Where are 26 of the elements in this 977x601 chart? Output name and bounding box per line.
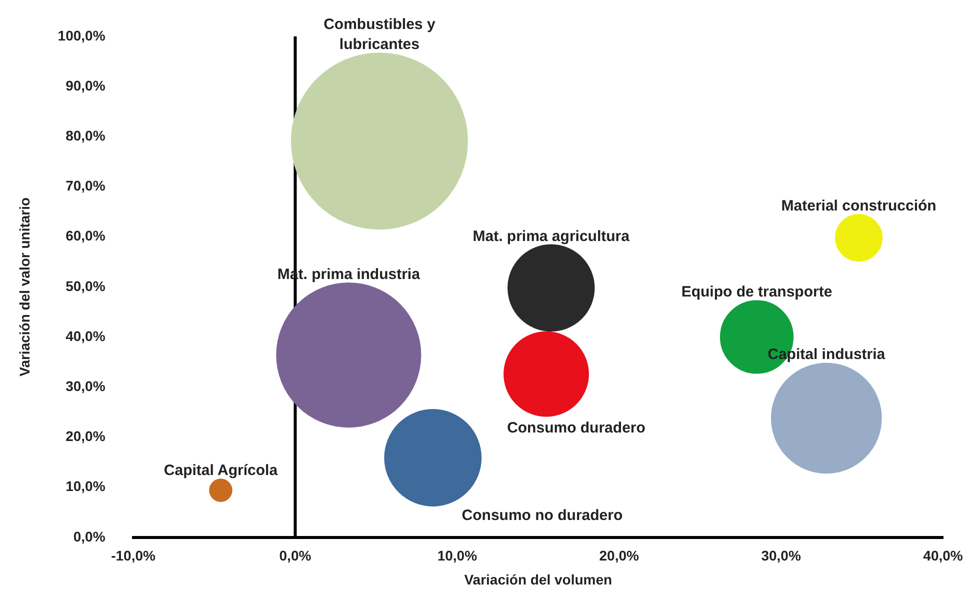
y-axis-title: Variación del valor unitario [16, 197, 32, 376]
series-label: Mat. prima agricultura [472, 228, 630, 245]
series-label: Material construcción [781, 198, 936, 215]
series-label: Combustibles y lubricantes [324, 16, 436, 54]
y-tick-label: 30,0% [66, 378, 106, 394]
series-label: Consumo duradero [507, 419, 646, 436]
series-label: Equipo de transporte [681, 284, 832, 301]
x-tick-label: 40,0% [923, 548, 964, 564]
x-tick-label: 0,0% [279, 548, 312, 564]
y-tick-label: 70,0% [66, 178, 106, 194]
x-axis-title: Variación del volumen [464, 571, 612, 588]
y-tick-label: 100,0% [58, 27, 106, 44]
y-tick-label: 20,0% [66, 428, 106, 444]
series-label: Capital Agrícola [164, 462, 278, 480]
y-tick-label: 0,0% [73, 528, 106, 544]
y-tick-label: 10,0% [66, 478, 106, 494]
y-tick-label: 50,0% [66, 278, 106, 294]
x-tick-label: -10,0% [111, 548, 156, 564]
y-tick-label: 80,0% [66, 127, 106, 144]
y-tick-label: 90,0% [66, 77, 106, 94]
y-tick-label: 40,0% [66, 328, 106, 344]
x-tick-label: 20,0% [599, 548, 640, 564]
x-tick-label: 10,0% [437, 548, 478, 564]
series-label: Consumo no duradero [462, 506, 623, 524]
y-tick-label: 60,0% [66, 228, 106, 244]
x-tick-label: 30,0% [761, 548, 802, 564]
